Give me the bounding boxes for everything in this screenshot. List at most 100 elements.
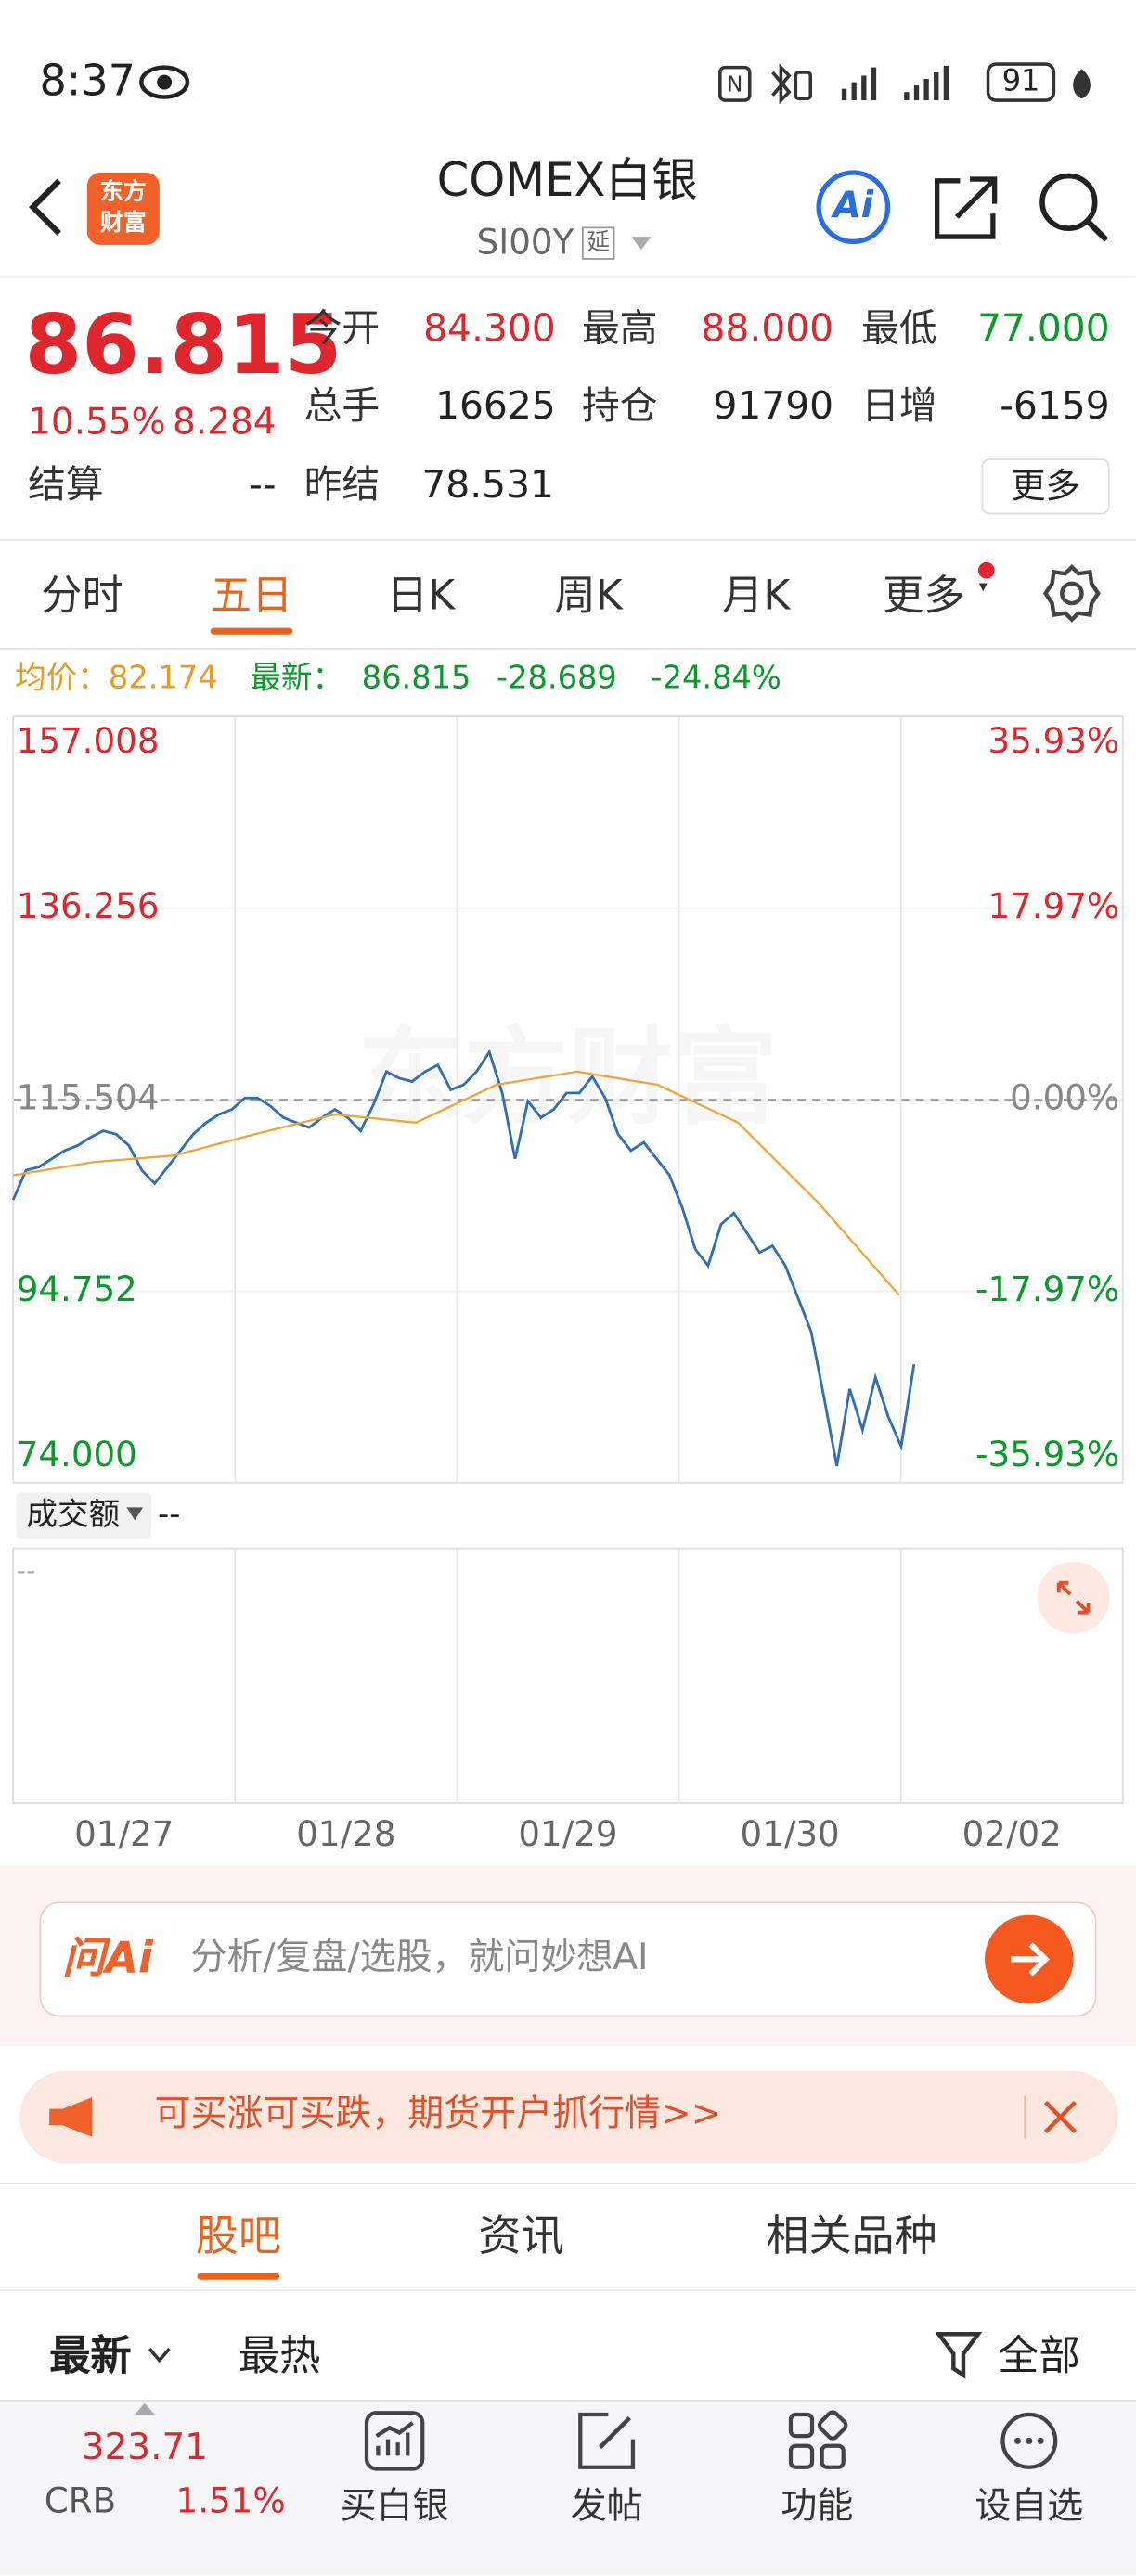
back-button[interactable] <box>23 174 70 240</box>
last-price: 86.815 <box>24 297 342 393</box>
banner-text: 可买涨可买跌，期货开户抓行情>> <box>154 2093 722 2135</box>
volume-frame <box>12 1547 1124 1805</box>
notification-dot <box>977 561 995 579</box>
y2-tick-label: 0.00% <box>1010 1076 1119 1117</box>
dropdown-arrow <box>126 1507 144 1521</box>
index-value: 323.71 <box>81 2428 209 2469</box>
ai-input[interactable] <box>39 1901 1097 2017</box>
expand-button[interactable] <box>1037 1561 1110 1634</box>
ai-logo: 问Ai <box>62 1934 153 1984</box>
divider <box>0 2289 1136 2292</box>
period-tab[interactable]: 分时 <box>41 571 123 619</box>
field-value: 78.531 <box>421 464 554 508</box>
battery <box>986 62 1056 102</box>
divider <box>0 2183 1136 2185</box>
logo-text: 东方 <box>100 179 147 206</box>
divider <box>0 276 1136 278</box>
megaphone-icon <box>49 2097 93 2137</box>
leaf-icon <box>1073 69 1091 99</box>
y2-tick-label: 35.93% <box>988 720 1119 761</box>
post-icon <box>578 2412 636 2469</box>
watchlist-icon <box>1000 2412 1058 2469</box>
more-label: 更多 <box>1011 466 1080 506</box>
volume-selector[interactable] <box>16 1492 151 1539</box>
app-logo <box>86 172 160 245</box>
field-label: 总手 <box>303 385 381 429</box>
divider <box>0 647 1136 650</box>
y-tick-label: 115.504 <box>17 1076 160 1117</box>
x-tick-label: 01/30 <box>741 1813 840 1854</box>
ai-label: Ai <box>833 186 874 227</box>
field-value: -- <box>249 464 277 508</box>
y-tick-label: 74.000 <box>17 1434 137 1475</box>
y-tick-label: 157.008 <box>17 720 160 761</box>
dropdown-arrow <box>148 2348 171 2363</box>
buy-icon <box>364 2411 425 2471</box>
latest-change: -28.689 <box>496 660 617 697</box>
bottom-action[interactable]: 设自选 <box>975 2486 1084 2529</box>
filter-label[interactable]: 全部 <box>998 2331 1080 2379</box>
field-value: 88.000 <box>701 308 834 352</box>
dropdown-arrow[interactable] <box>628 234 654 253</box>
index-name: CRB <box>44 2480 117 2521</box>
ai-button[interactable] <box>816 169 891 245</box>
svg-text:N: N <box>727 73 742 97</box>
search-button[interactable] <box>1036 169 1111 244</box>
period-tab[interactable]: 周K <box>554 571 623 619</box>
status-time: 8:37 <box>39 57 136 108</box>
avg-value: 82.174 <box>108 660 218 697</box>
filter-icon <box>935 2332 983 2379</box>
bottom-action[interactable]: 发帖 <box>570 2486 643 2529</box>
bottom-bar <box>0 2400 1136 2576</box>
promo-banner[interactable] <box>19 2070 1118 2164</box>
x-tick-label: 01/29 <box>518 1813 617 1854</box>
latest-label: 最新： <box>250 660 344 697</box>
x-tick-label: 01/28 <box>296 1813 395 1854</box>
y2-tick-label: -35.93% <box>975 1434 1119 1475</box>
y2-tick-label: -17.97% <box>975 1269 1119 1309</box>
header-title: COMEX白银 <box>436 152 698 208</box>
period-tab[interactable]: 月K <box>722 571 791 619</box>
ai-send-button[interactable] <box>985 1914 1074 2004</box>
share-button[interactable] <box>931 171 1003 243</box>
period-tab[interactable]: 日K <box>386 571 456 619</box>
field-label: 结算 <box>28 464 104 508</box>
price-line <box>11 1049 916 1467</box>
field-value: 84.300 <box>423 308 556 352</box>
settings-button[interactable] <box>1042 563 1102 624</box>
field-label: 持仓 <box>582 385 658 429</box>
bottom-action[interactable]: 买白银 <box>340 2486 449 2529</box>
index-change: 1.51% <box>175 2480 286 2521</box>
volume-label: 成交额 <box>26 1496 121 1533</box>
more-button[interactable] <box>981 458 1110 515</box>
average-line <box>12 1070 900 1296</box>
volume-axis-label: -- <box>16 1554 36 1587</box>
up-arrow <box>135 2402 155 2415</box>
period-tab[interactable]: 更多 <box>883 571 965 619</box>
separator <box>1024 2095 1026 2139</box>
field-label: 日增 <box>861 385 937 429</box>
change-pct: 10.55% <box>28 402 166 444</box>
period-tab[interactable]: 五日 <box>210 571 293 619</box>
tab-underline <box>210 627 293 635</box>
x-tick-label: 01/27 <box>74 1813 174 1854</box>
header-code: SI00Y <box>476 223 574 263</box>
logo-text: 财富 <box>100 210 147 238</box>
section-tab[interactable]: 股吧 <box>195 2212 281 2262</box>
close-banner[interactable] <box>1040 2097 1080 2137</box>
section-tab[interactable]: 资讯 <box>478 2212 564 2262</box>
section-tab[interactable]: 相关品种 <box>766 2212 937 2262</box>
tab-underline <box>197 2273 280 2280</box>
sort-option[interactable]: 最热 <box>238 2331 321 2379</box>
y-tick-label: 94.752 <box>17 1269 137 1309</box>
eye-icon <box>139 65 190 99</box>
dropdown-arrow: ▾ <box>978 578 988 597</box>
bottom-action[interactable]: 功能 <box>781 2486 854 2529</box>
sort-option[interactable]: 最新 <box>49 2331 132 2379</box>
delay-tag: 延 <box>582 226 615 260</box>
price-chart: 东方财富157.008136.256115.50494.75274.00035.… <box>11 715 1124 1854</box>
divider <box>0 538 1136 541</box>
volume-value: -- <box>158 1496 181 1533</box>
